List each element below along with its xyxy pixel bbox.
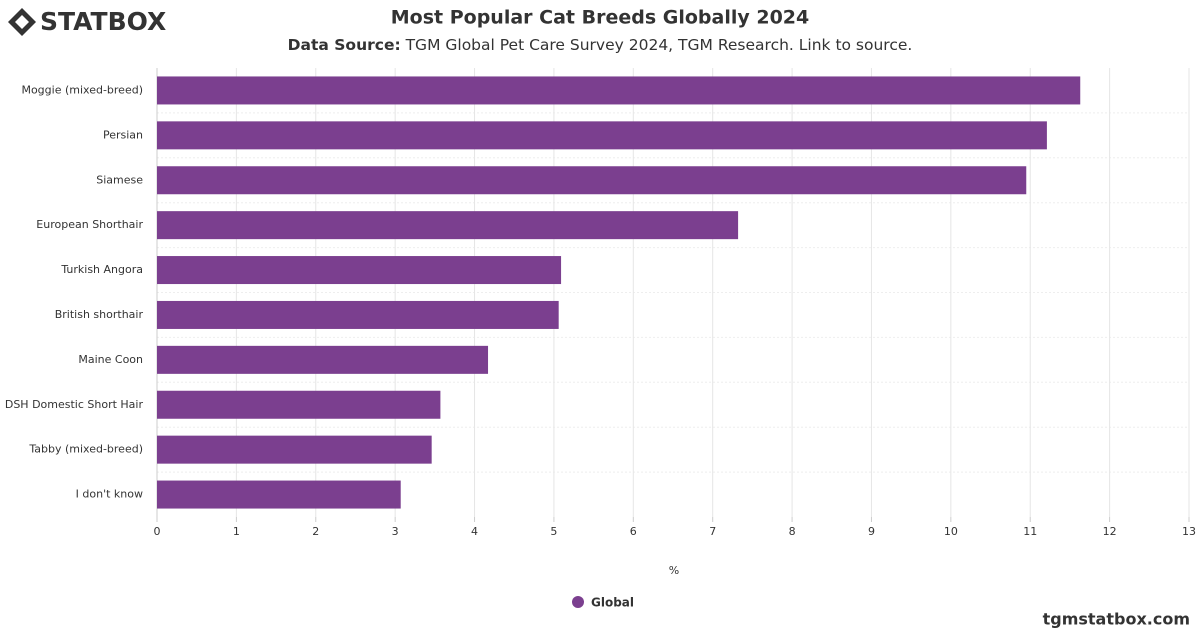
y-tick-label: Turkish Angora <box>60 263 143 276</box>
x-tick-label: 5 <box>550 525 557 538</box>
x-tick-label: 10 <box>944 525 958 538</box>
bar <box>157 300 559 329</box>
footer: tgmstatbox.com <box>1043 610 1190 629</box>
bar <box>157 121 1047 150</box>
bar <box>157 345 489 374</box>
x-tick-label: 8 <box>789 525 796 538</box>
x-tick-label: 11 <box>1023 525 1037 538</box>
x-tick-label: 3 <box>392 525 399 538</box>
logo: STATBOX <box>8 7 166 36</box>
legend-marker <box>572 596 584 608</box>
x-tick-label: 9 <box>868 525 875 538</box>
y-tick-label: Siamese <box>96 173 143 186</box>
logo-text: STATBOX <box>40 7 166 36</box>
chart-title: Most Popular Cat Breeds Globally 2024 <box>391 7 810 29</box>
bar <box>157 256 562 285</box>
x-tick-label: 7 <box>709 525 716 538</box>
y-tick-label: British shorthair <box>55 308 144 321</box>
bar <box>157 166 1027 195</box>
y-tick-label: Tabby (mixed-breed) <box>28 443 143 456</box>
subtitle-text: TGM Global Pet Care Survey 2024, TGM Res… <box>405 36 913 54</box>
x-tick-label: 6 <box>630 525 637 538</box>
y-tick-label: I don't know <box>76 488 143 501</box>
x-tick-label: 0 <box>154 525 161 538</box>
x-tick-label: 4 <box>471 525 478 538</box>
bar <box>157 211 739 240</box>
y-tick-label: European Shorthair <box>36 218 143 231</box>
y-tick-label: Maine Coon <box>78 353 143 366</box>
x-tick-label: 12 <box>1103 525 1117 538</box>
bar <box>157 76 1081 105</box>
x-tick-label: 13 <box>1182 525 1196 538</box>
logo-icon-inner <box>15 15 29 29</box>
x-tick-label: 1 <box>233 525 240 538</box>
y-tick-label: DSH Domestic Short Hair <box>5 398 144 411</box>
chart-subtitle: Data Source: TGM Global Pet Care Survey … <box>288 36 913 54</box>
subtitle-label: Data Source: <box>288 36 401 54</box>
bar <box>157 390 441 419</box>
y-tick-label: Persian <box>103 128 143 141</box>
legend-label: Global <box>591 596 634 610</box>
x-axis-label: % <box>669 564 679 577</box>
bar <box>157 435 432 464</box>
bar <box>157 480 401 509</box>
y-tick-label: Moggie (mixed-breed) <box>21 83 143 96</box>
x-tick-label: 2 <box>312 525 319 538</box>
